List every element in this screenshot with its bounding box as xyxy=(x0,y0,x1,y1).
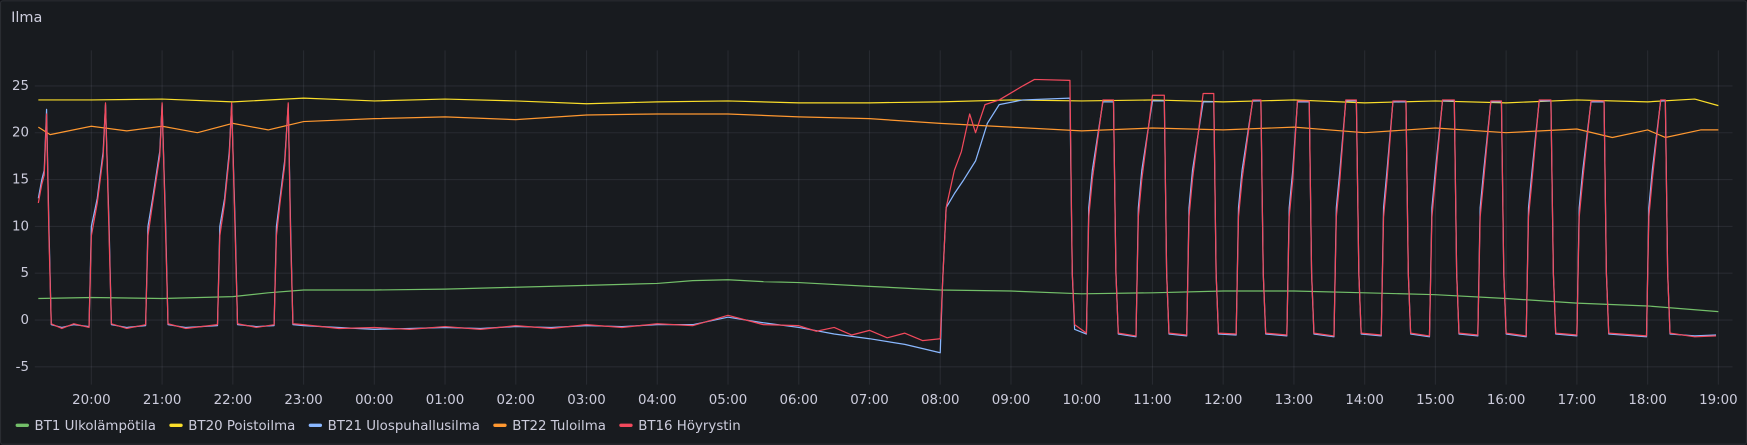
legend-item[interactable]: BT22 Tuloilma xyxy=(493,419,606,434)
legend-label: BT1 Ulkolämpötila xyxy=(35,419,156,434)
x-tick-label: 22:00 xyxy=(214,393,253,408)
x-tick-label: 14:00 xyxy=(1345,393,1384,408)
x-tick-label: 00:00 xyxy=(355,393,394,408)
y-tick-label: 5 xyxy=(20,266,29,281)
x-tick-label: 17:00 xyxy=(1558,393,1596,408)
x-tick-label: 03:00 xyxy=(567,393,606,408)
x-tick-label: 21:00 xyxy=(143,393,182,408)
x-tick-label: 09:00 xyxy=(992,393,1030,408)
x-tick-label: 12:00 xyxy=(1204,393,1243,408)
y-tick-label: 25 xyxy=(12,79,29,94)
x-tick-label: 16:00 xyxy=(1487,393,1525,408)
x-tick-label: 07:00 xyxy=(850,393,889,408)
legend-swatch xyxy=(308,423,323,427)
legend-swatch xyxy=(619,423,633,427)
x-tick-label: 11:00 xyxy=(1133,393,1172,408)
x-tick-label: 02:00 xyxy=(497,393,536,408)
series-line xyxy=(37,113,1719,139)
y-tick-label: 10 xyxy=(12,219,29,234)
x-tick-label: 04:00 xyxy=(638,393,677,408)
legend-label: BT22 Tuloilma xyxy=(512,419,606,434)
x-tick-label: 23:00 xyxy=(284,393,323,408)
legend-swatch xyxy=(15,423,29,427)
legend: BT1 Ulkolämpötila BT20 Poistoilma BT21 Ulo… xyxy=(15,419,741,434)
legend-swatch xyxy=(169,423,183,427)
x-tick-label: 20:00 xyxy=(72,393,111,408)
y-tick-label: 15 xyxy=(12,173,29,188)
x-tick-label: 10:00 xyxy=(1062,393,1101,408)
x-tick-label: 06:00 xyxy=(780,393,819,408)
x-tick-label: 15:00 xyxy=(1416,393,1455,408)
series-line xyxy=(37,97,1717,354)
legend-item[interactable]: BT21 Ulospuhallusilma xyxy=(308,419,480,434)
plot xyxy=(37,78,1719,354)
x-tick-label: 05:00 xyxy=(709,393,748,408)
x-tick-label: 01:00 xyxy=(426,393,465,408)
legend-label: BT16 Höyrystin xyxy=(638,419,740,434)
y-tick-label: 20 xyxy=(12,126,29,141)
legend-item[interactable]: BT20 Poistoilma xyxy=(169,419,295,434)
legend-label: BT21 Ulospuhallusilma xyxy=(328,419,480,434)
x-tick-label: 13:00 xyxy=(1275,393,1314,408)
y-tick-label: -5 xyxy=(16,360,29,375)
series-line xyxy=(38,279,1719,313)
legend-item[interactable]: BT16 Höyrystin xyxy=(619,419,741,434)
panel-title: Ilma xyxy=(11,10,42,26)
x-tick-label: 08:00 xyxy=(921,393,960,408)
series-line xyxy=(37,78,1717,342)
legend-label: BT20 Poistoilma xyxy=(188,419,295,434)
series-line xyxy=(38,97,1719,107)
legend-item[interactable]: BT1 Ulkolämpötila xyxy=(15,419,156,434)
legend-swatch xyxy=(493,423,507,427)
y-tick-label: 0 xyxy=(20,313,29,328)
x-tick-label: 18:00 xyxy=(1628,393,1667,408)
x-tick-label: 19:00 xyxy=(1699,393,1738,408)
